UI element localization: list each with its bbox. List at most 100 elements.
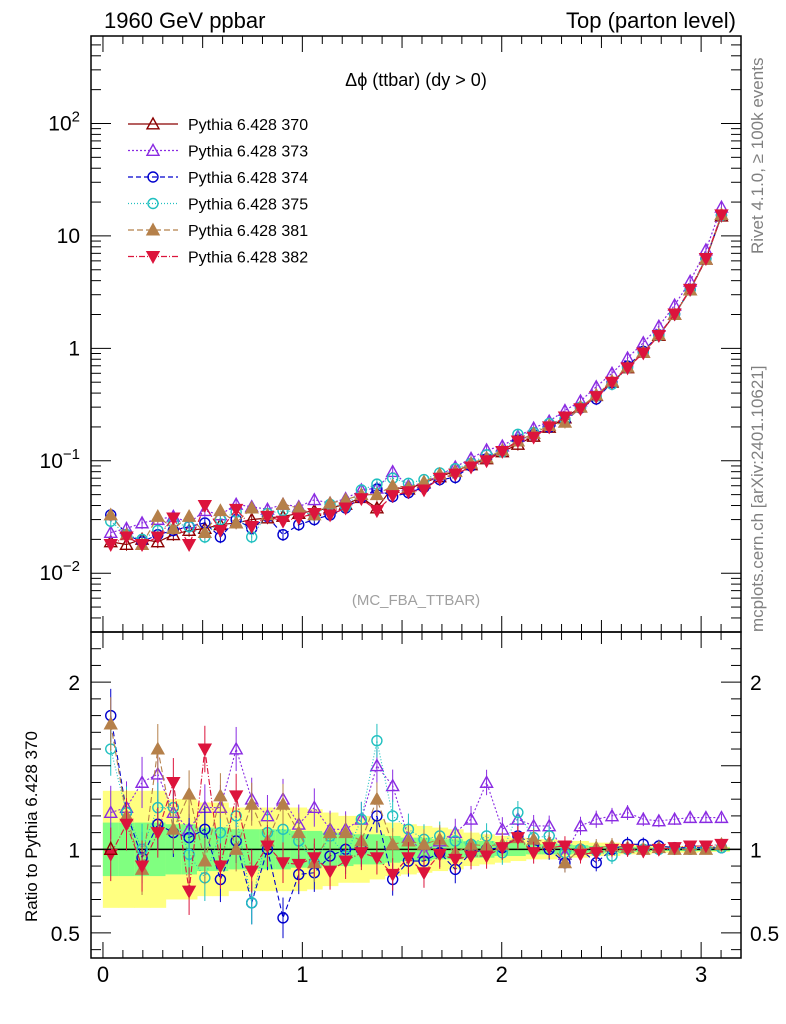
x-tick-label: 3 <box>695 962 707 987</box>
header-right: Top (parton level) <box>566 8 736 33</box>
x-tick-label: 0 <box>97 962 109 987</box>
data-point <box>277 529 289 541</box>
ratio-point <box>385 778 400 792</box>
ratio-point <box>214 826 227 839</box>
ratio-point <box>260 840 275 854</box>
data-point <box>166 521 181 534</box>
ratio-point <box>714 838 729 852</box>
ratio-point <box>589 811 604 825</box>
data-point <box>307 492 322 506</box>
ratio-line <box>110 740 722 903</box>
ratio-point <box>401 852 416 866</box>
ratio-point <box>197 743 213 757</box>
ratio-axes: 0 1 2 3 0.5 0.5 1 1 2 2 <box>51 632 779 987</box>
ratio-point <box>526 847 541 861</box>
data-point <box>150 508 165 522</box>
ratio-point <box>557 855 573 869</box>
legend-entry: Pythia 6.428 381 <box>128 222 308 240</box>
legend-marker <box>147 171 159 183</box>
ratio-point <box>307 800 322 814</box>
data-point <box>119 537 134 551</box>
data-point <box>103 507 118 521</box>
ratio-point <box>698 840 714 854</box>
ratio-point <box>371 734 383 747</box>
ratio-point <box>275 857 291 871</box>
data-point <box>134 539 150 552</box>
ratio-point <box>197 853 213 867</box>
ratio-tick-label-right: 0.5 <box>750 923 779 946</box>
data-point <box>275 496 291 510</box>
ratio-line <box>110 748 722 892</box>
ratio-point <box>385 836 400 850</box>
ratio-point <box>651 843 667 857</box>
legend-label: Pythia 6.428 375 <box>188 197 308 214</box>
data-point <box>291 512 306 526</box>
ratio-point <box>714 810 729 824</box>
data-point <box>416 484 432 498</box>
main-data-layer <box>103 199 729 552</box>
data-point <box>322 495 338 509</box>
ratio-point <box>682 810 698 824</box>
ratio-point <box>134 860 150 874</box>
ratio-line <box>110 747 722 856</box>
data-point <box>369 505 385 519</box>
ratio-tick-label: 2 <box>68 672 80 695</box>
legend-label: Pythia 6.428 374 <box>188 170 308 187</box>
ratio-point <box>604 808 620 822</box>
y-tick-label: 10−2 <box>40 558 80 585</box>
legend-marker <box>145 222 161 236</box>
y-tick-label: 10 <box>57 225 80 248</box>
ratio-tick-label-right: 2 <box>750 672 762 695</box>
ratio-point <box>150 827 165 841</box>
data-point <box>103 525 118 539</box>
ratio-point <box>103 840 118 856</box>
ratio-point <box>275 796 291 810</box>
data-point <box>636 347 651 361</box>
data-point <box>197 500 213 513</box>
y-tick-label: 10−1 <box>40 446 80 473</box>
ratio-point <box>369 758 385 772</box>
chart-title: Δϕ (ttbar) (dy > 0) <box>345 70 487 90</box>
series-line <box>110 207 723 534</box>
data-point <box>589 391 604 405</box>
ratio-point <box>369 791 385 805</box>
ratio-point <box>385 868 400 882</box>
ratio-point <box>291 825 306 839</box>
main-panel: 10−2 10−1 1 10 102 Δϕ (ttbar) (dy > 0) (MC_F… <box>40 35 742 633</box>
data-point <box>651 330 667 343</box>
ratio-tick-label: 0.5 <box>51 923 80 946</box>
data-point <box>620 362 635 376</box>
data-point <box>698 252 714 266</box>
ratio-point <box>166 776 181 790</box>
data-point <box>181 508 197 522</box>
data-point <box>448 468 463 482</box>
ratio-point <box>150 741 165 755</box>
legend-label: Pythia 6.428 370 <box>188 117 308 134</box>
ratio-tick-label-right: 1 <box>750 839 762 862</box>
data-point <box>275 515 291 529</box>
series-line <box>110 214 723 546</box>
series-line <box>110 215 723 541</box>
rivet-label: Rivet 4.1.0, ≥ 100k events <box>748 58 767 254</box>
main-axes: 10−2 10−1 1 10 102 <box>40 35 741 633</box>
data-point <box>463 461 479 475</box>
ratio-point <box>479 775 494 788</box>
legend-marker <box>145 143 161 157</box>
data-point <box>119 531 134 545</box>
data-point <box>213 524 228 538</box>
ratio-point <box>338 855 353 869</box>
ratio-point <box>620 843 635 857</box>
ratio-point <box>542 842 557 856</box>
data-point <box>369 487 385 501</box>
data-point <box>103 539 118 552</box>
data-point <box>401 486 416 500</box>
ratio-data-layer <box>91 688 741 939</box>
legend-label: Pythia 6.428 382 <box>188 250 308 267</box>
ratio-point <box>119 818 134 832</box>
data-point <box>385 490 400 504</box>
ratio-point <box>636 811 651 825</box>
ratio-point <box>246 897 258 909</box>
legend-marker <box>145 116 161 130</box>
data-point <box>542 421 557 435</box>
